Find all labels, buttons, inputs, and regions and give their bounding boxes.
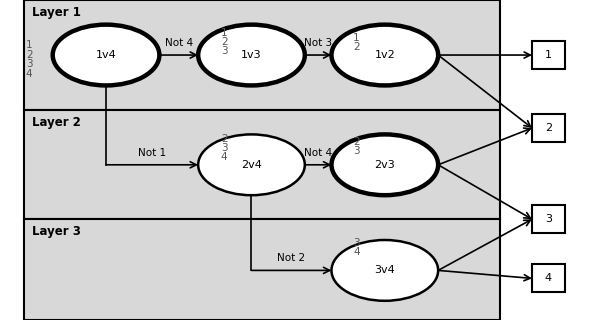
- Text: 1: 1: [545, 50, 552, 60]
- Bar: [532, 41, 565, 69]
- Text: Not 2: Not 2: [278, 253, 305, 263]
- Text: 2: 2: [221, 134, 227, 144]
- Text: 1v4: 1v4: [96, 50, 116, 60]
- Text: 1: 1: [221, 28, 227, 38]
- Text: 3: 3: [221, 143, 227, 153]
- Text: Layer 2: Layer 2: [32, 116, 81, 129]
- Text: Not 4: Not 4: [304, 148, 332, 158]
- Text: Not 1: Not 1: [138, 148, 166, 158]
- Text: 3: 3: [353, 146, 359, 156]
- Ellipse shape: [331, 25, 438, 85]
- Text: 3: 3: [221, 46, 227, 56]
- Ellipse shape: [331, 240, 438, 301]
- Text: 2: 2: [353, 42, 359, 52]
- Bar: [532, 264, 565, 292]
- Ellipse shape: [53, 25, 159, 85]
- Text: Not 3: Not 3: [304, 38, 332, 48]
- Bar: [532, 205, 565, 233]
- Text: 2: 2: [26, 50, 32, 60]
- Text: 4: 4: [221, 152, 227, 162]
- Text: 3: 3: [26, 59, 32, 69]
- Text: 2: 2: [353, 137, 359, 147]
- Text: Not 4: Not 4: [165, 38, 193, 48]
- Text: 3: 3: [353, 238, 359, 248]
- Text: 3v4: 3v4: [375, 265, 395, 276]
- Text: 4: 4: [353, 247, 359, 257]
- Ellipse shape: [198, 25, 305, 85]
- Text: Layer 3: Layer 3: [32, 225, 81, 238]
- Text: 4: 4: [26, 69, 32, 79]
- Text: 1v3: 1v3: [241, 50, 262, 60]
- Text: 4: 4: [545, 273, 552, 284]
- Text: 2: 2: [545, 123, 552, 133]
- Text: Layer 1: Layer 1: [32, 6, 81, 19]
- Bar: [24, 110, 500, 219]
- Bar: [24, 0, 500, 110]
- Text: 2v3: 2v3: [375, 160, 395, 170]
- Text: 2: 2: [221, 37, 227, 47]
- Ellipse shape: [331, 134, 438, 195]
- Text: 3: 3: [545, 214, 552, 224]
- Ellipse shape: [198, 134, 305, 195]
- Bar: [532, 114, 565, 142]
- Text: 2v4: 2v4: [241, 160, 262, 170]
- Text: 1: 1: [26, 40, 32, 50]
- Bar: [24, 219, 500, 320]
- Text: 1v2: 1v2: [375, 50, 395, 60]
- Text: 1: 1: [353, 33, 359, 43]
